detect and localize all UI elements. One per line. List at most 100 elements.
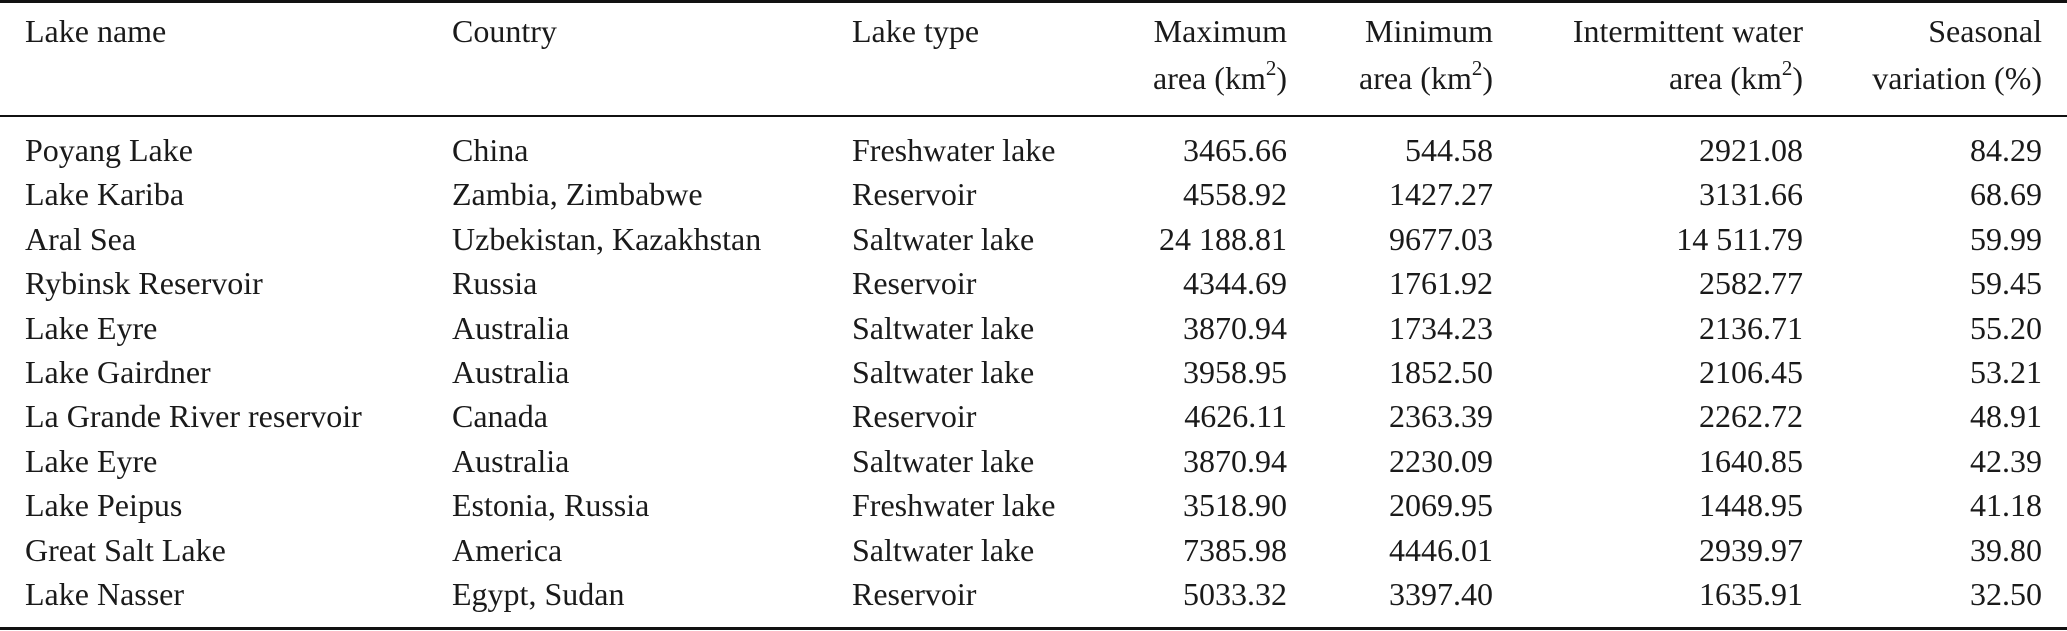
cell-min-area: 2230.09 — [1389, 442, 1493, 479]
table-row: Lake Nasser Egypt, Sudan Reservoir 5033.32 3… — [0, 572, 2067, 616]
cell-seasonal-variation: 68.69 — [1970, 176, 2042, 213]
header-max-area-line1: Maximum — [1153, 13, 1287, 49]
header-intermittent-paren: ) — [1792, 60, 1803, 96]
cell-seasonal-variation: 53.21 — [1970, 354, 2042, 390]
cell-max-area: 3870.94 — [1183, 309, 1287, 346]
header-seasonal-line1: Seasonal — [1928, 13, 2042, 49]
cell-lake-name: La Grande River reservoir — [25, 398, 362, 435]
table-row: Lake Gairdner Australia Saltwater lake 3958… — [0, 350, 2067, 394]
header-min-area-paren: ) — [1482, 60, 1493, 96]
cell-min-area: 1734.23 — [1389, 309, 1493, 346]
cell-lake-name: Lake Gairdner — [25, 354, 211, 390]
cell-max-area: 4558.92 — [1183, 176, 1287, 213]
cell-lake-name: Lake Peipus — [25, 487, 183, 524]
cell-country: Russia — [452, 265, 538, 302]
cell-seasonal-variation: 32.50 — [1970, 576, 2042, 612]
header-intermittent-sup: 2 — [1781, 56, 1793, 80]
cell-seasonal-variation: 59.45 — [1970, 265, 2042, 302]
cell-intermittent-area: 2939.97 — [1699, 531, 1803, 568]
cell-min-area: 4446.01 — [1389, 531, 1493, 568]
header-lake-name: Lake name — [25, 13, 167, 49]
header-max-area-paren: ) — [1276, 60, 1287, 96]
cell-intermittent-area: 2582.77 — [1699, 265, 1803, 302]
cell-max-area: 3518.90 — [1183, 487, 1287, 524]
cell-seasonal-variation: 42.39 — [1970, 442, 2042, 479]
cell-max-area: 24 188.81 — [1159, 220, 1287, 257]
header-intermittent-line1: Intermittent water — [1572, 13, 1803, 49]
cell-lake-type: Reservoir — [852, 398, 977, 435]
cell-country: Canada — [452, 398, 548, 435]
cell-lake-type: Saltwater lake — [852, 309, 1035, 346]
table-row: Lake Eyre Australia Saltwater lake 3870.94 2… — [0, 439, 2067, 483]
table-row: Lake Eyre Australia Saltwater lake 3870.94 1… — [0, 306, 2067, 350]
header-lake-type: Lake type — [852, 13, 980, 49]
cell-lake-name: Aral Sea — [25, 220, 137, 257]
table-row: Poyang Lake China Freshwater lake 3465.66 54… — [0, 128, 2067, 172]
cell-seasonal-variation: 39.80 — [1970, 531, 2042, 568]
cell-max-area: 4344.69 — [1183, 265, 1287, 302]
cell-intermittent-area: 2106.45 — [1699, 354, 1803, 390]
table-row: Lake Peipus Estonia, Russia Freshwater lak… — [0, 483, 2067, 527]
cell-intermittent-area: 2136.71 — [1699, 309, 1803, 346]
header-country: Country — [452, 13, 557, 49]
table-row: Aral Sea Uzbekistan, Kazakhstan Saltwater … — [0, 217, 2067, 261]
cell-min-area: 1427.27 — [1389, 176, 1493, 213]
header-intermittent-line2: area (km2) — [1503, 55, 1803, 102]
cell-max-area: 7385.98 — [1183, 531, 1287, 568]
table-row: Lake Kariba Zambia, Zimbabwe Reservoir 4558… — [0, 172, 2067, 216]
header-min-area-sup: 2 — [1471, 56, 1483, 80]
cell-intermittent-area: 1448.95 — [1699, 487, 1803, 524]
table-top-rule — [0, 0, 2067, 3]
header-min-area-unit: area (km — [1359, 60, 1472, 96]
cell-seasonal-variation: 84.29 — [1970, 132, 2042, 168]
header-min-area-line2: area (km2) — [1293, 55, 1493, 102]
cell-max-area: 3870.94 — [1183, 442, 1287, 479]
cell-country: America — [452, 531, 563, 568]
cell-intermittent-area: 1635.91 — [1699, 576, 1803, 612]
table-row: La Grande River reservoir Canada Reservoir… — [0, 394, 2067, 438]
table-row: Great Salt Lake America Saltwater lake 7385… — [0, 528, 2067, 572]
cell-seasonal-variation: 55.20 — [1970, 309, 2042, 346]
cell-lake-name: Lake Eyre — [25, 442, 158, 479]
cell-lake-type: Reservoir — [852, 576, 977, 612]
cell-min-area: 2069.95 — [1389, 487, 1493, 524]
table-row: Rybinsk Reservoir Russia Reservoir 4344.69 1… — [0, 261, 2067, 305]
cell-country: Australia — [452, 309, 570, 346]
cell-lake-type: Saltwater lake — [852, 531, 1035, 568]
header-max-area-unit: area (km — [1153, 60, 1266, 96]
cell-country: Uzbekistan, Kazakhstan — [452, 220, 762, 257]
cell-country: Australia — [452, 442, 570, 479]
cell-lake-name: Lake Kariba — [25, 176, 185, 213]
header-max-area-sup: 2 — [1265, 56, 1277, 80]
cell-max-area: 5033.32 — [1183, 576, 1287, 612]
cell-country: Australia — [452, 354, 570, 390]
cell-lake-type: Saltwater lake — [852, 220, 1035, 257]
cell-intermittent-area: 3131.66 — [1699, 176, 1803, 213]
cell-min-area: 544.58 — [1405, 132, 1493, 168]
cell-min-area: 3397.40 — [1389, 576, 1493, 612]
cell-lake-type: Reservoir — [852, 176, 977, 213]
cell-country: China — [452, 132, 529, 168]
header-max-area-line2: area (km2) — [1087, 55, 1287, 102]
table-header-rule — [0, 115, 2067, 117]
cell-country: Egypt, Sudan — [452, 576, 625, 612]
header-min-area-line1: Minimum — [1364, 13, 1493, 49]
cell-min-area: 9677.03 — [1389, 220, 1493, 257]
cell-lake-type: Saltwater lake — [852, 354, 1035, 390]
cell-lake-name: Great Salt Lake — [25, 531, 226, 568]
cell-min-area: 1852.50 — [1389, 354, 1493, 390]
cell-max-area: 3465.66 — [1183, 132, 1287, 168]
cell-seasonal-variation: 48.91 — [1970, 398, 2042, 435]
cell-intermittent-area: 2921.08 — [1699, 132, 1803, 168]
cell-lake-name: Lake Nasser — [25, 576, 185, 612]
cell-country: Estonia, Russia — [452, 487, 650, 524]
cell-country: Zambia, Zimbabwe — [452, 176, 703, 213]
cell-lake-type: Freshwater lake — [852, 132, 1056, 168]
cell-lake-name: Rybinsk Reservoir — [25, 265, 263, 302]
table-bottom-rule — [0, 627, 2067, 630]
cell-intermittent-area: 2262.72 — [1699, 398, 1803, 435]
cell-intermittent-area: 14 511.79 — [1676, 220, 1803, 257]
cell-max-area: 3958.95 — [1183, 354, 1287, 390]
cell-lake-type: Freshwater lake — [852, 487, 1056, 524]
